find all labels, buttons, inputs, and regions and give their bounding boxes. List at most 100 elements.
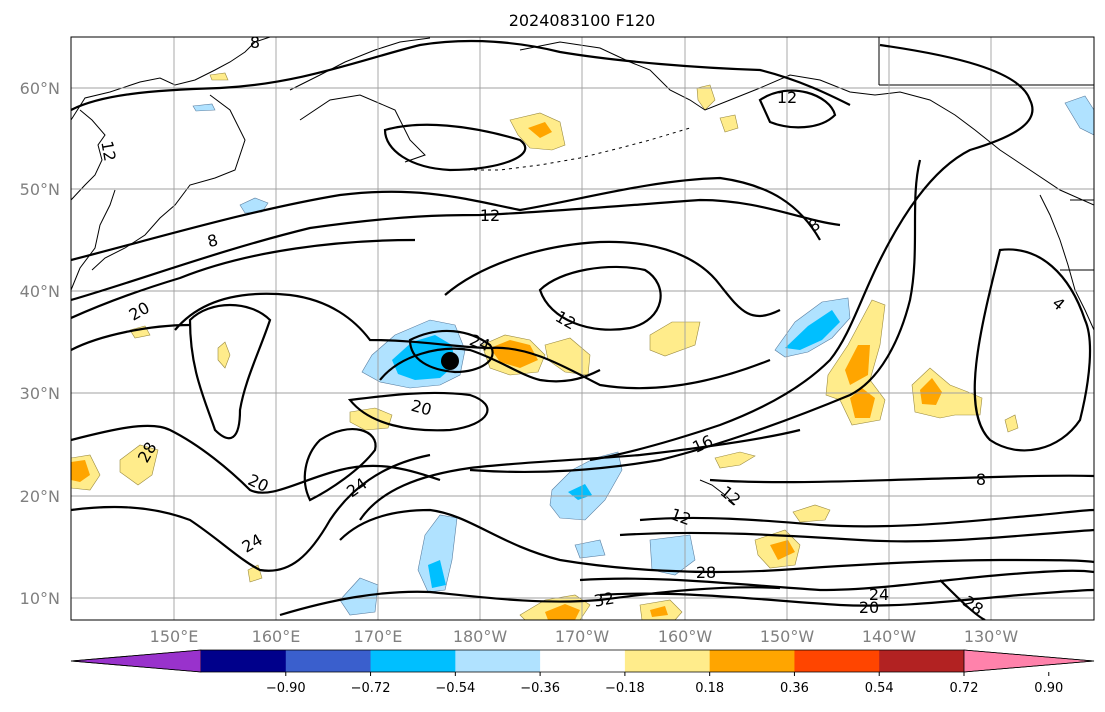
negative-anomaly-northeast-core	[785, 310, 840, 350]
positive-anomaly-7-core	[770, 540, 795, 560]
contour-20-sw	[71, 424, 441, 494]
alaska-border	[878, 37, 1094, 271]
latitude-labels: 60°N 50°N 40°N 30°N 20°N 10°N	[20, 79, 60, 608]
contour-storm-inner	[379, 347, 601, 383]
contour-24-sw	[71, 453, 431, 572]
lon-label-150e: 150°E	[150, 627, 199, 646]
lat-label-50n: 50°N	[20, 180, 60, 199]
contour-8-north	[71, 176, 821, 262]
map-frame	[70, 36, 1095, 621]
contour-20-storm	[174, 292, 771, 390]
colorbar-tick-label: −0.18	[605, 681, 645, 696]
contour-28-deep	[359, 428, 801, 521]
positive-anomaly-16	[209, 72, 229, 81]
map-title: 2024083100 F120	[509, 11, 656, 30]
colorbar-swatch	[540, 650, 626, 672]
contour-label: 32	[592, 588, 615, 610]
colorbar-swatch	[455, 650, 541, 672]
negative-anomaly-small	[192, 103, 216, 112]
lat-label-30n: 30°N	[20, 384, 60, 403]
positive-anomaly-17	[217, 341, 231, 369]
colorbar-tick-label: 0.72	[950, 681, 979, 696]
lon-label-160e: 160°E	[252, 627, 301, 646]
contour-24-se	[579, 569, 1094, 592]
colorbar-swatch	[709, 650, 795, 672]
lon-label-130w: 130°W	[964, 627, 1019, 646]
negative-anomaly-south-2	[417, 514, 458, 593]
colorbar-tick-label: 0.36	[780, 681, 809, 696]
colorbar-swatch	[370, 650, 456, 672]
contour-12-se	[639, 508, 1094, 528]
contour-label: 12	[480, 206, 500, 225]
positive-anomaly-6-core	[528, 122, 552, 138]
contour-12-loop	[444, 240, 781, 318]
contour-12-north	[71, 198, 841, 302]
contour-20-se	[599, 588, 1094, 607]
contour-ridge-top	[71, 39, 851, 111]
contour-gulf-ak	[758, 89, 837, 129]
colorbar-tick-label: 0.18	[695, 681, 724, 696]
contour-label: 24	[869, 585, 889, 604]
hawaii-islands	[699, 479, 736, 506]
positive-anomaly-11	[119, 444, 159, 486]
colorbar-ticks: −0.90 −0.72 −0.54 −0.36 −0.18 0.18 0.36 0.54 0.7…	[266, 672, 1063, 696]
contour-label: 20	[409, 396, 434, 420]
colorbar-segments	[70, 649, 1095, 673]
contour-label: 8	[205, 230, 220, 251]
coastline-chukotka	[289, 37, 431, 163]
positive-anomaly-9-core	[650, 606, 668, 617]
colorbar: −0.90 −0.72 −0.54 −0.36 −0.18 0.18 0.36 0.54 0.7…	[70, 649, 1095, 696]
contour-east-8	[709, 474, 1094, 484]
contour-28-south	[339, 508, 1094, 574]
longitude-labels: 150°E 160°E 170°E 180°W 170°W 160°W 150°…	[150, 627, 1019, 646]
colorbar-outline	[70, 649, 1095, 673]
colorbar-tick-label: −0.72	[351, 681, 391, 696]
contour-west-20	[71, 238, 416, 320]
lon-label-180w: 180°W	[453, 627, 508, 646]
positive-anomaly-10-core	[71, 460, 90, 482]
contour-east-loop	[973, 248, 1092, 452]
contour-label: 12	[97, 139, 119, 162]
contour-label: 8	[976, 470, 986, 489]
contour-label: 12	[777, 88, 797, 107]
coastline-alaska	[519, 41, 1094, 206]
colorbar-tick-label: 0.54	[865, 681, 894, 696]
lon-label-160w: 160°W	[658, 627, 713, 646]
lat-label-10n: 10°N	[20, 589, 60, 608]
lon-label-170w: 170°W	[555, 627, 610, 646]
positive-anomaly-8-core	[545, 604, 580, 620]
lon-label-170e: 170°E	[354, 627, 403, 646]
contour-16	[469, 159, 922, 474]
negative-anomaly-south-2-core	[428, 560, 446, 588]
map-background	[71, 37, 1094, 620]
lat-label-20n: 20°N	[20, 487, 60, 506]
colorbar-swatch	[201, 650, 287, 672]
contour-big-trough	[589, 43, 1034, 462]
colorbar-swatch	[879, 650, 965, 672]
negative-anomaly-far-ne	[1064, 95, 1094, 136]
positive-anomaly-21	[719, 114, 739, 133]
lon-label-150w: 150°W	[760, 627, 815, 646]
positive-anomaly-15	[696, 84, 716, 111]
height-contours	[71, 39, 1094, 620]
colorbar-tick-label: −0.90	[266, 681, 306, 696]
colorbar-extend-low	[70, 649, 202, 673]
coastline-kamchatka	[91, 94, 246, 271]
contour-24-storm	[408, 329, 494, 374]
contour-label: 28	[696, 563, 716, 582]
colorbar-extend-high	[963, 649, 1095, 673]
colorbar-tick-label: 0.90	[1034, 681, 1063, 696]
contour-west-loop	[188, 303, 272, 440]
contour-16-se	[619, 528, 1094, 543]
contour-24-loop	[303, 428, 377, 502]
contour-label: 8	[250, 33, 260, 52]
contour-20-loop	[347, 391, 489, 432]
storm-center-marker	[441, 352, 459, 370]
contour-west-lower	[71, 323, 191, 351]
contour-closed-ak	[383, 123, 527, 172]
positive-anomaly-4-core	[845, 345, 870, 385]
negative-anomaly-west	[239, 197, 269, 214]
lat-label-60n: 60°N	[20, 79, 60, 98]
positive-anomaly-13	[792, 504, 831, 523]
